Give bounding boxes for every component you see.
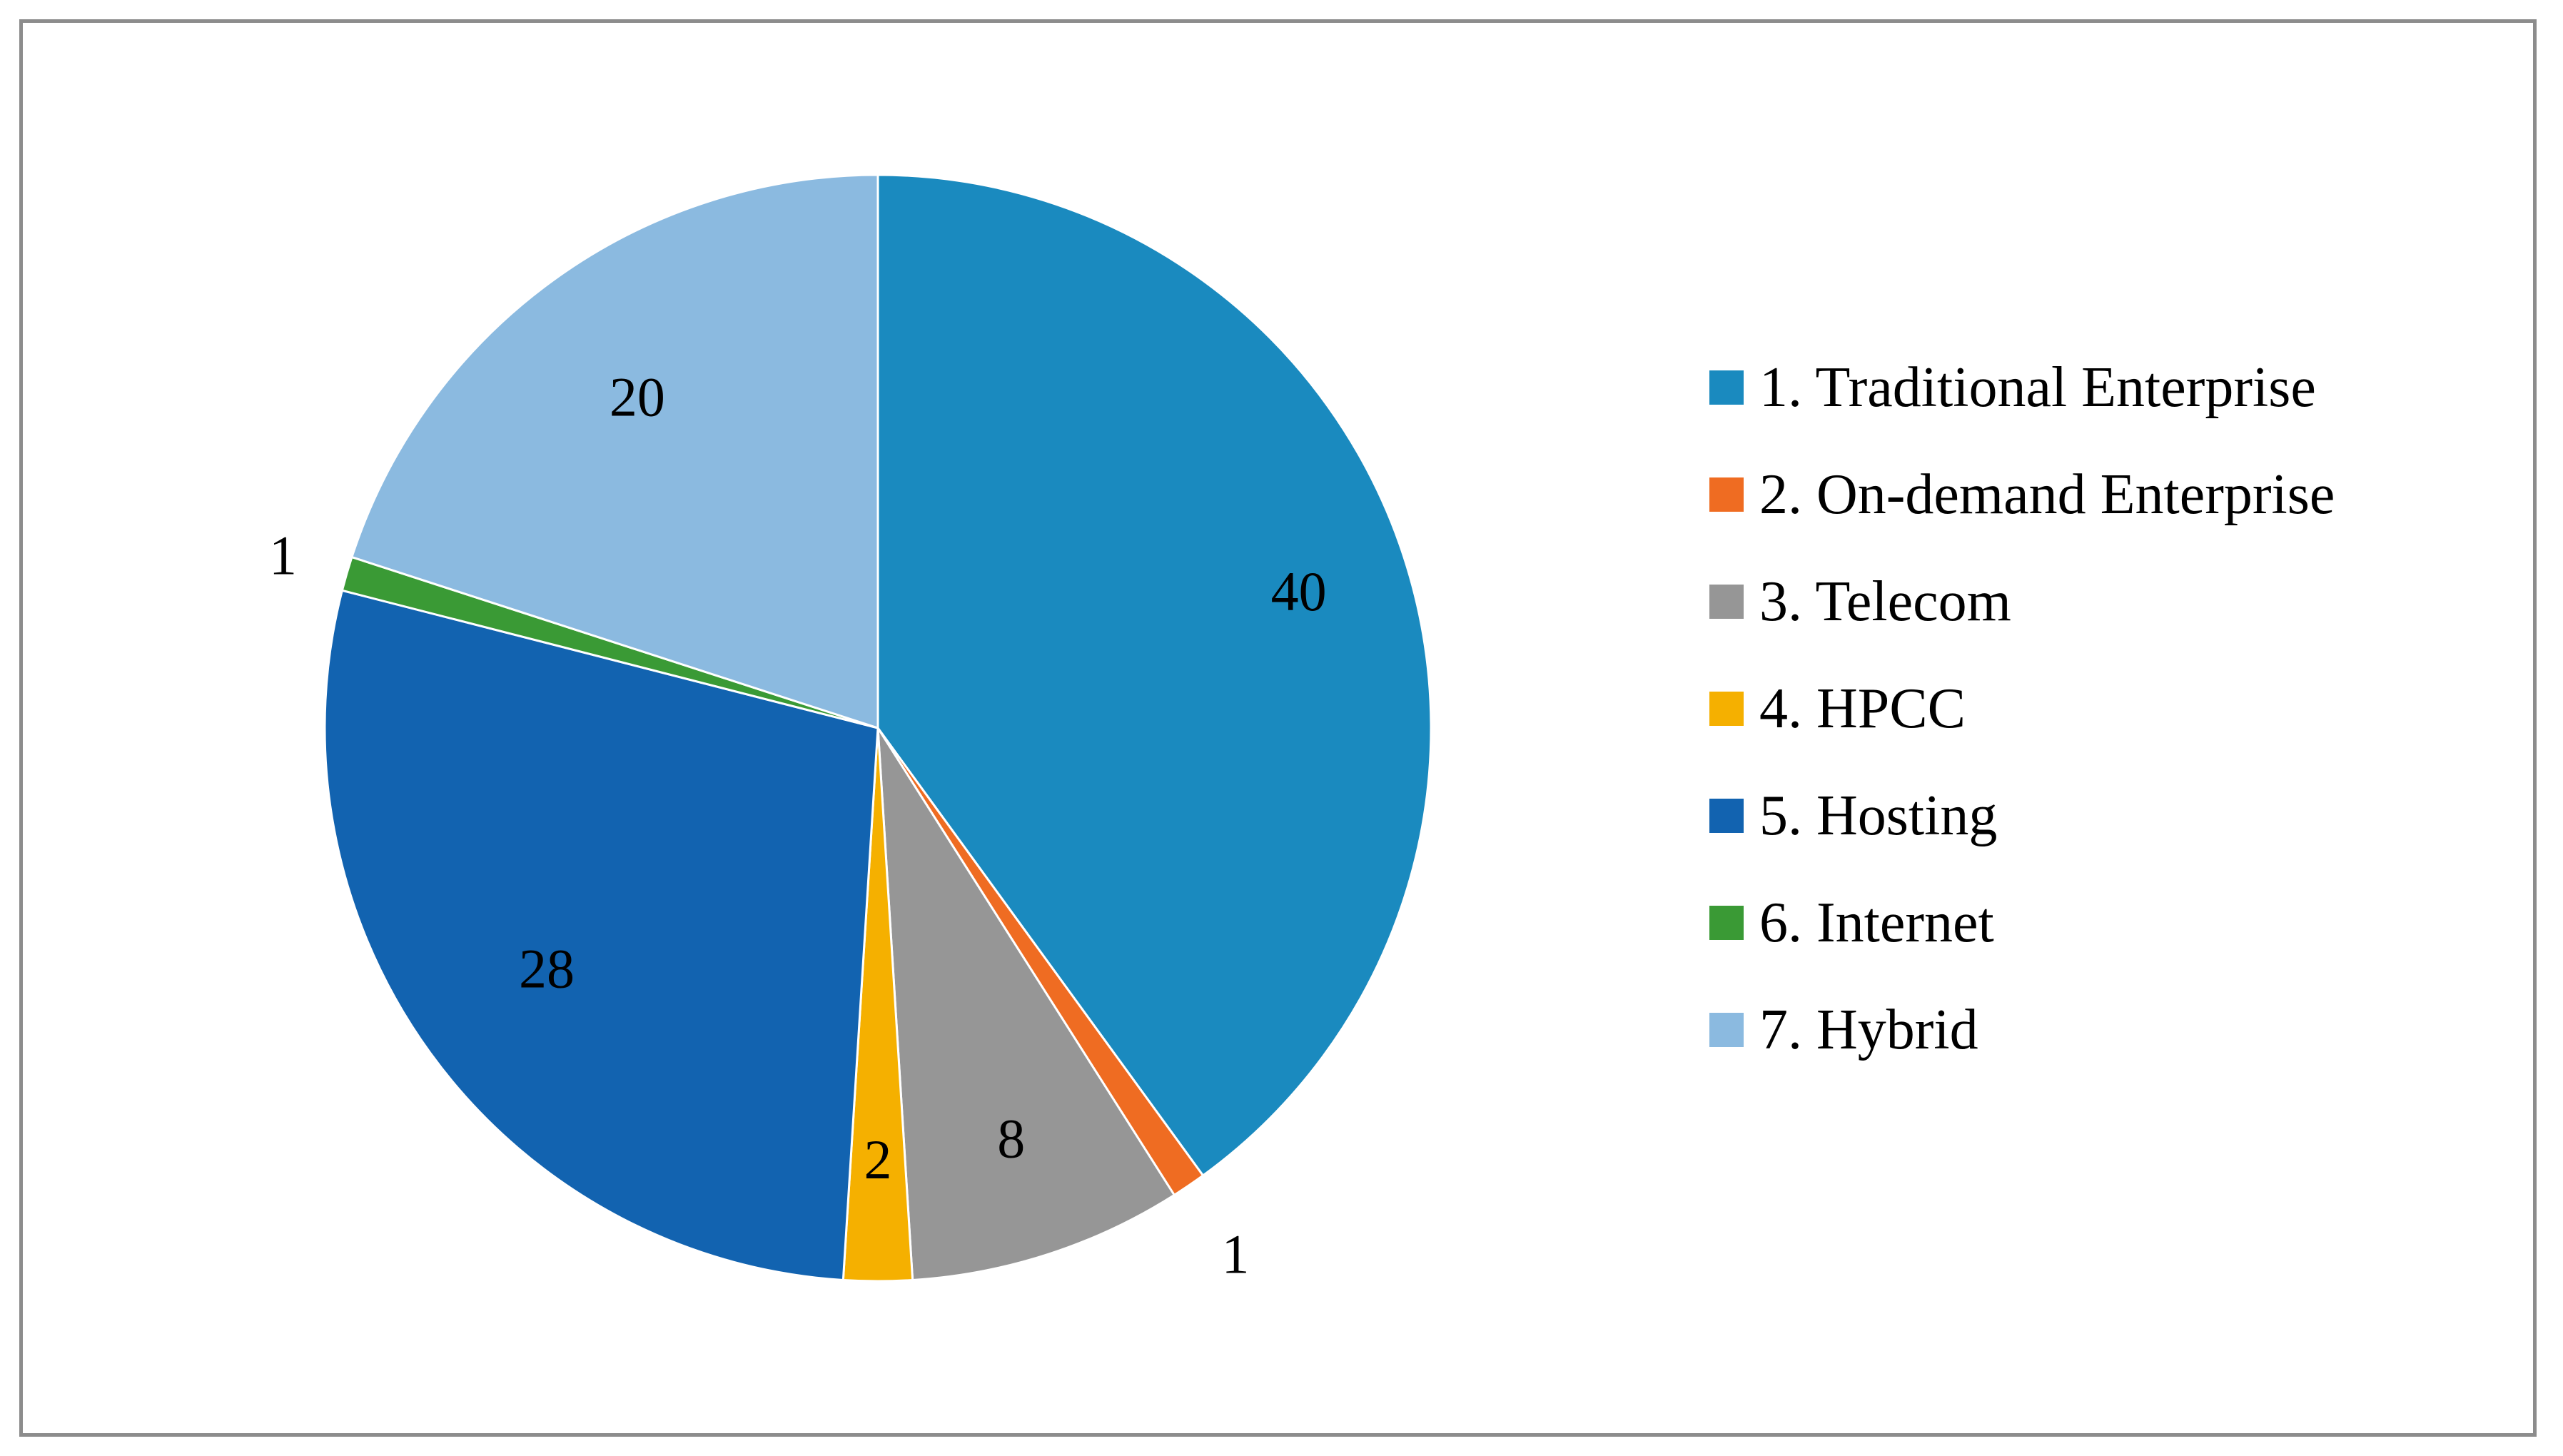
legend-swatch — [1709, 477, 1744, 512]
data-label-internet: 1 — [269, 524, 297, 586]
pie-slices — [323, 173, 1432, 1283]
legend-label: 2. On-demand Enterprise — [1759, 463, 2335, 526]
legend-swatch — [1709, 692, 1744, 726]
pie-data-labels: 40 1 8 2 28 1 20 — [269, 366, 1327, 1285]
legend-swatch — [1709, 585, 1744, 619]
pie-slice-hybrid — [350, 173, 879, 730]
legend-item-hpcc: 4. HPCC — [1709, 655, 2335, 762]
data-label-hybrid: 20 — [610, 366, 665, 428]
chart-legend: 1. Traditional Enterprise 2. On-demand En… — [1709, 334, 2335, 1083]
data-label-hpcc: 2 — [864, 1128, 892, 1190]
data-label-telecom: 8 — [997, 1107, 1025, 1169]
legend-swatch — [1709, 370, 1744, 405]
legend-item-telecom: 3. Telecom — [1709, 548, 2335, 655]
legend-item-hosting: 5. Hosting — [1709, 762, 2335, 869]
pie-slice-telecom — [876, 727, 1176, 1282]
legend-label: 7. Hybrid — [1759, 999, 1978, 1061]
legend-item-hybrid: 7. Hybrid — [1709, 976, 2335, 1083]
legend-item-internet: 6. Internet — [1709, 869, 2335, 976]
legend-label: 1. Traditional Enterprise — [1759, 356, 2316, 419]
data-label-traditional-enterprise: 40 — [1271, 560, 1327, 622]
legend-swatch — [1709, 906, 1744, 940]
legend-item-on-demand-enterprise: 2. On-demand Enterprise — [1709, 441, 2335, 548]
legend-swatch — [1709, 1013, 1744, 1047]
legend-label: 3. Telecom — [1759, 570, 2011, 633]
legend-label: 4. HPCC — [1759, 677, 1966, 740]
data-label-on-demand-enterprise: 1 — [1221, 1223, 1249, 1285]
legend-label: 6. Internet — [1759, 891, 1994, 954]
pie-slice-traditional-enterprise — [876, 173, 1432, 1178]
data-label-hosting: 28 — [519, 938, 575, 1000]
legend-item-traditional-enterprise: 1. Traditional Enterprise — [1709, 334, 2335, 441]
legend-swatch — [1709, 799, 1744, 833]
pie-slice-hosting — [323, 589, 879, 1282]
legend-label: 5. Hosting — [1759, 784, 1998, 847]
